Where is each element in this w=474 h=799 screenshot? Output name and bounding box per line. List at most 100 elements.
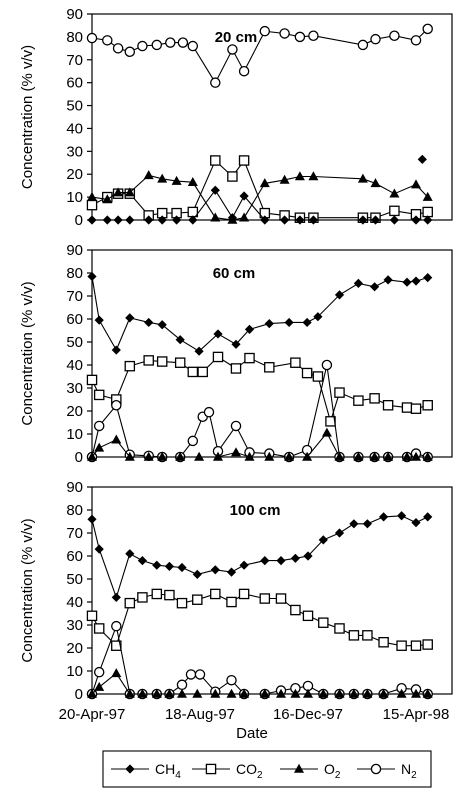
series-n2 bbox=[86, 620, 433, 700]
series-n2 bbox=[86, 23, 433, 88]
data-point bbox=[239, 688, 250, 698]
series-ch4 bbox=[87, 511, 433, 602]
legend-marker bbox=[370, 763, 382, 775]
data-point bbox=[284, 317, 294, 328]
data-point bbox=[111, 399, 122, 411]
y-tick-label: 40 bbox=[66, 594, 83, 611]
data-point bbox=[334, 451, 345, 461]
data-point bbox=[172, 215, 182, 225]
y-tick-label: 60 bbox=[66, 75, 83, 92]
data-point bbox=[124, 451, 135, 461]
data-point bbox=[411, 688, 421, 698]
y-tick-label: 20 bbox=[66, 640, 83, 657]
data-point bbox=[176, 679, 188, 691]
data-point bbox=[244, 451, 255, 461]
y-tick-label: 70 bbox=[66, 288, 83, 305]
data-point bbox=[210, 185, 220, 195]
data-point bbox=[313, 312, 323, 322]
data-point bbox=[137, 40, 148, 52]
data-point bbox=[276, 688, 286, 698]
series-o2 bbox=[87, 668, 433, 698]
data-point bbox=[396, 640, 407, 651]
data-point bbox=[290, 604, 301, 616]
data-point bbox=[396, 688, 407, 698]
data-point bbox=[187, 435, 199, 447]
data-point bbox=[102, 215, 112, 225]
data-point bbox=[144, 215, 154, 225]
series-o2 bbox=[87, 427, 433, 461]
data-point bbox=[369, 451, 380, 461]
data-point bbox=[143, 170, 154, 180]
data-point bbox=[302, 451, 313, 461]
x-tick-label: 15-Apr-98 bbox=[383, 706, 450, 723]
data-point bbox=[279, 174, 290, 184]
data-point bbox=[86, 199, 98, 211]
data-point bbox=[370, 178, 381, 188]
data-point bbox=[177, 688, 187, 698]
data-point bbox=[188, 215, 198, 225]
data-point bbox=[164, 561, 174, 571]
data-point bbox=[157, 451, 168, 461]
data-point bbox=[192, 688, 203, 698]
y-tick-label: 60 bbox=[66, 548, 83, 565]
data-point bbox=[422, 23, 433, 35]
data-point bbox=[348, 630, 360, 641]
data-point bbox=[143, 355, 154, 366]
data-point bbox=[279, 28, 290, 39]
y-tick-label: 50 bbox=[66, 334, 83, 351]
panel-title: 100 cm bbox=[230, 502, 281, 519]
data-point bbox=[295, 215, 305, 225]
y-tick-label: 30 bbox=[66, 617, 83, 634]
data-point bbox=[111, 620, 122, 632]
data-point bbox=[111, 668, 122, 678]
y-tick-label: 30 bbox=[66, 143, 83, 160]
data-point bbox=[192, 569, 202, 579]
data-point bbox=[362, 519, 372, 529]
y-tick-label: 10 bbox=[66, 426, 83, 443]
data-point bbox=[290, 357, 301, 368]
data-point bbox=[137, 592, 148, 603]
data-point bbox=[157, 215, 167, 225]
series-co2 bbox=[86, 351, 433, 427]
series-ch4 bbox=[87, 271, 433, 356]
panel: 0 10 20 30 40 50 60 70 80 90 Concentration (% v/v)… bbox=[19, 6, 453, 229]
data-point bbox=[230, 420, 242, 432]
data-point bbox=[174, 357, 186, 368]
data-point bbox=[422, 688, 433, 698]
data-point bbox=[383, 451, 394, 461]
data-point bbox=[87, 215, 97, 225]
data-point bbox=[203, 406, 215, 418]
data-point bbox=[308, 171, 319, 181]
panel: 0 10 20 30 40 50 60 70 80 90 Concentration (% v/v)… bbox=[19, 479, 453, 723]
data-point bbox=[353, 278, 363, 288]
data-point bbox=[177, 37, 189, 48]
data-point bbox=[389, 30, 400, 41]
y-tick-label: 60 bbox=[66, 311, 83, 328]
data-point bbox=[417, 154, 427, 164]
legend-label: O2 bbox=[324, 761, 341, 781]
data-point bbox=[226, 674, 237, 686]
data-point bbox=[194, 451, 205, 461]
data-point bbox=[357, 39, 369, 51]
data-point bbox=[111, 640, 122, 651]
data-point bbox=[157, 320, 167, 330]
data-point bbox=[213, 329, 223, 339]
data-point bbox=[238, 155, 250, 166]
data-point bbox=[422, 639, 433, 650]
data-point bbox=[151, 588, 163, 600]
data-point bbox=[239, 560, 249, 570]
data-point bbox=[423, 512, 433, 522]
y-tick-label: 0 bbox=[75, 686, 83, 703]
data-point bbox=[370, 282, 380, 292]
data-point bbox=[125, 549, 135, 559]
data-point bbox=[259, 688, 270, 698]
x-axis-title: Date bbox=[236, 725, 268, 742]
data-point bbox=[353, 395, 364, 406]
data-point bbox=[410, 403, 422, 414]
data-point bbox=[389, 188, 400, 198]
data-point bbox=[227, 44, 238, 55]
data-point bbox=[294, 31, 306, 43]
data-point bbox=[93, 389, 105, 401]
data-point bbox=[227, 171, 238, 182]
data-point bbox=[260, 556, 270, 566]
